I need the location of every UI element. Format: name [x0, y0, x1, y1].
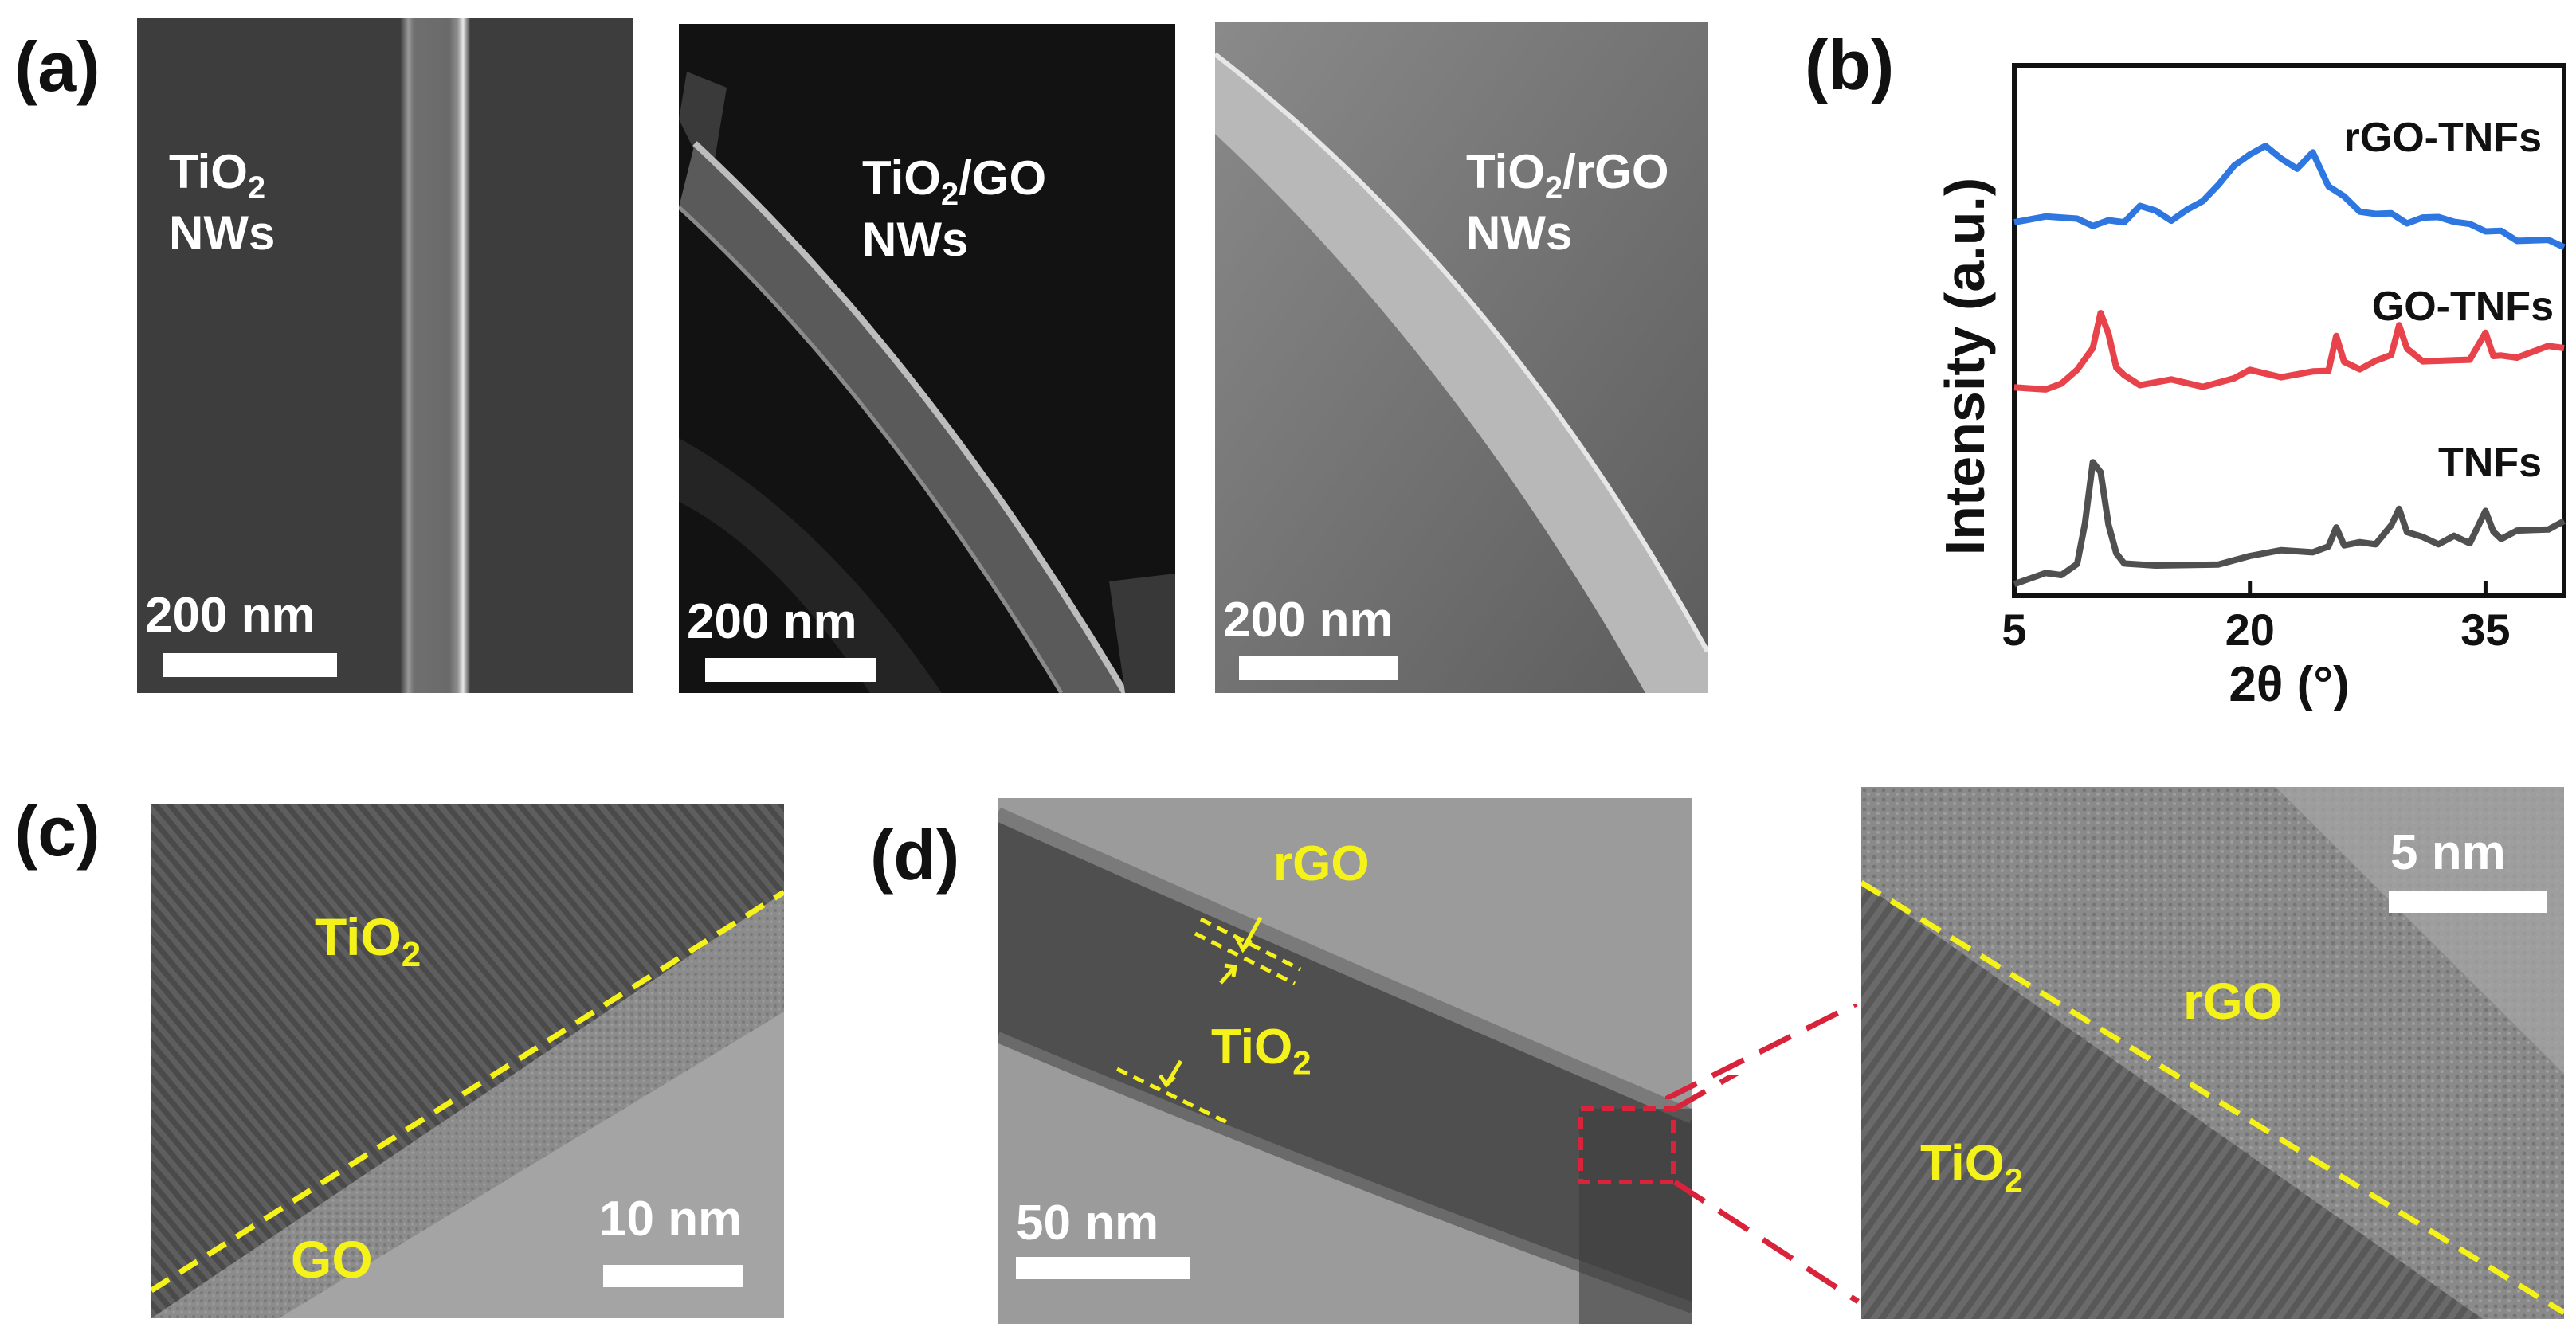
sem-image-tio2-go-nws: [679, 24, 1175, 693]
sem-image-tio2-go-nws-graphic: [679, 24, 1175, 693]
label-d-tio2: TiO2: [1211, 1020, 1312, 1082]
series-label-rgo-tnfs: rGO-TNFs: [2344, 115, 2542, 161]
sem-image-tio2-rgo-nws: [1215, 22, 1708, 693]
sem-scale-bar-3: [1239, 656, 1398, 680]
scale-label-zoom: 5 nm: [2390, 825, 2506, 880]
plot-frame: [2012, 63, 2566, 598]
zoom-box: [1578, 1106, 1676, 1184]
x-axis-label: 2θ (°): [2229, 657, 2349, 712]
series-line-go-tnfs: [2013, 310, 2565, 393]
tem-zoom-image: [1861, 787, 2564, 1319]
zoom-line-bottom: [1673, 1180, 1860, 1304]
label-c-tio2: TiO2: [315, 907, 421, 975]
tem-image-d: [998, 798, 1692, 1324]
x-ticks: 5 20 35: [2002, 581, 2511, 655]
hrtem-image-c-graphic: [151, 804, 784, 1318]
tem-image-d-graphic: [998, 798, 1692, 1324]
x-tick-label: 20: [2225, 605, 2275, 655]
sem-label-tio2-nws: TiO2 NWs: [169, 145, 276, 260]
sem-scale-label-3: 200 nm: [1223, 593, 1394, 648]
zoom-connector: [1578, 1075, 1860, 1304]
sem-image-tio2-nws: [137, 18, 633, 693]
y-axis-label: Intensity (a.u.): [1934, 178, 1996, 555]
scale-bar-c: [603, 1265, 743, 1287]
panel-letter-a: (a): [14, 27, 100, 106]
x-tick-label: 5: [2002, 605, 2026, 655]
label-c-go: GO: [291, 1230, 373, 1289]
zoom-connector-top-ext: [1665, 1004, 1858, 1099]
sem-label-tio2-rgo-nws: TiO2/rGO NWs: [1466, 145, 1669, 260]
panel-letter-c: (c): [14, 792, 100, 871]
scale-bar-zoom: [2389, 891, 2547, 913]
x-tick-label: 35: [2460, 605, 2510, 655]
sem-image-tio2-rgo-nws-graphic: [1215, 22, 1708, 693]
panel-letter-d: (d): [870, 816, 960, 895]
series-line-tnfs: [2013, 459, 2566, 588]
sem-scale-bar-1: [163, 653, 337, 677]
series-line-rgo-tnfs: [2013, 143, 2566, 251]
series-label-go-tnfs: GO-TNFs: [2372, 284, 2554, 330]
sem-scale-bar-2: [705, 658, 876, 682]
series-label-tnfs: TNFs: [2438, 440, 2542, 486]
sem-scale-label-2: 200 nm: [687, 594, 857, 649]
scale-bar-d: [1016, 1257, 1190, 1279]
series-lines: [2013, 143, 2566, 588]
xrd-chart: Intensity (a.u.) 5 20 35 2θ (°) rGO-TNFs G…: [1934, 63, 2566, 712]
sem-image-tio2-nws-graphic: [137, 18, 633, 693]
label-zoom-tio2: TiO2: [1920, 1134, 2023, 1199]
sem-scale-label-1: 200 nm: [145, 588, 316, 643]
label-d-rgo: rGO: [1273, 836, 1370, 891]
sem-label-tio2-go-nws: TiO2/GO NWs: [862, 151, 1047, 266]
label-zoom-rgo: rGO: [2183, 973, 2283, 1030]
panel-letter-b: (b): [1805, 25, 1895, 104]
scale-label-d: 50 nm: [1016, 1196, 1159, 1251]
scale-label-c: 10 nm: [599, 1192, 743, 1247]
hrtem-image-c: [151, 804, 784, 1318]
tem-zoom-image-graphic: [1861, 787, 2564, 1319]
